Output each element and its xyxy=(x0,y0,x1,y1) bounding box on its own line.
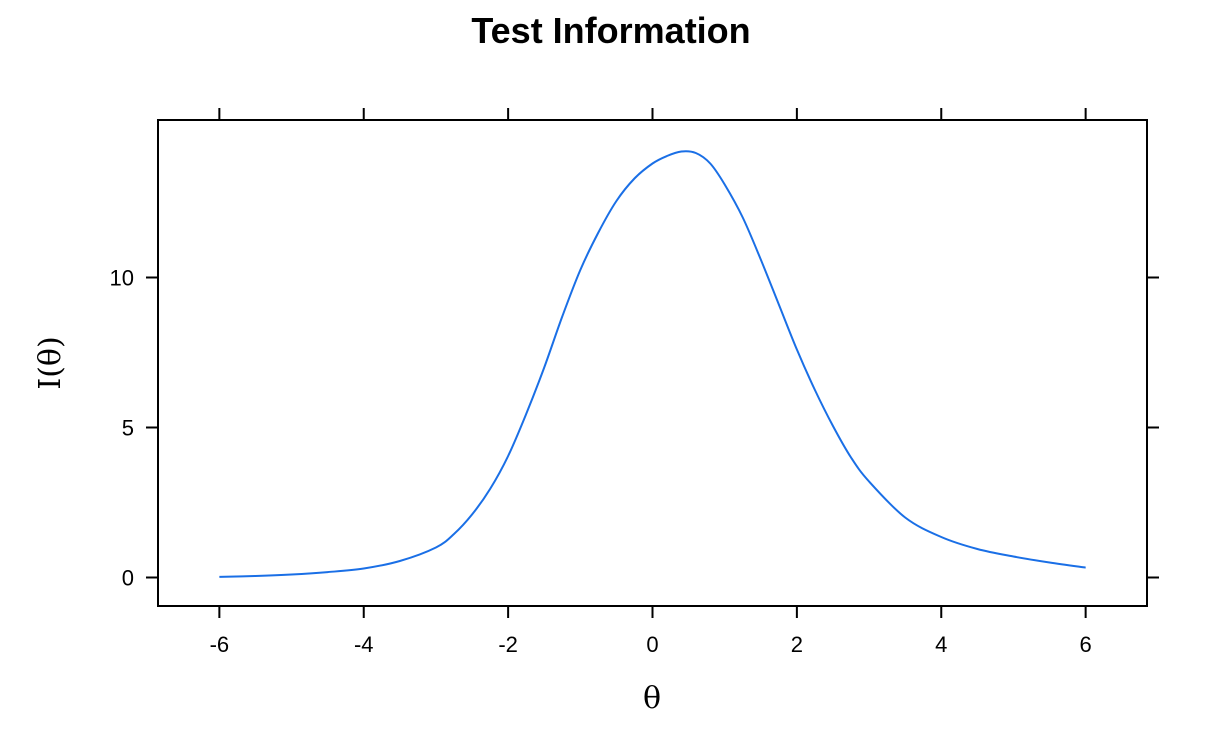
x-axis-label: θ xyxy=(643,681,661,716)
y-axis-label: I(θ) xyxy=(33,336,68,389)
x-tick-label: 0 xyxy=(646,632,658,657)
x-tick-label: 2 xyxy=(791,632,803,657)
x-tick-label: -2 xyxy=(498,632,518,657)
y-axis: 0 5 10 xyxy=(110,266,1159,591)
x-tick-label: 6 xyxy=(1080,632,1092,657)
x-tick-label: 4 xyxy=(935,632,947,657)
y-tick-label: 10 xyxy=(110,266,134,291)
x-tick-label: -4 xyxy=(354,632,374,657)
chart-title: Test Information xyxy=(471,10,750,51)
y-tick-label: 5 xyxy=(122,416,134,441)
plot-frame xyxy=(157,119,1148,607)
y-tick-label: 0 xyxy=(122,566,134,591)
x-tick-label: -6 xyxy=(210,632,230,657)
x-axis: -6 -4 -2 0 2 4 6 xyxy=(210,108,1092,657)
information-curve xyxy=(219,150,1086,578)
